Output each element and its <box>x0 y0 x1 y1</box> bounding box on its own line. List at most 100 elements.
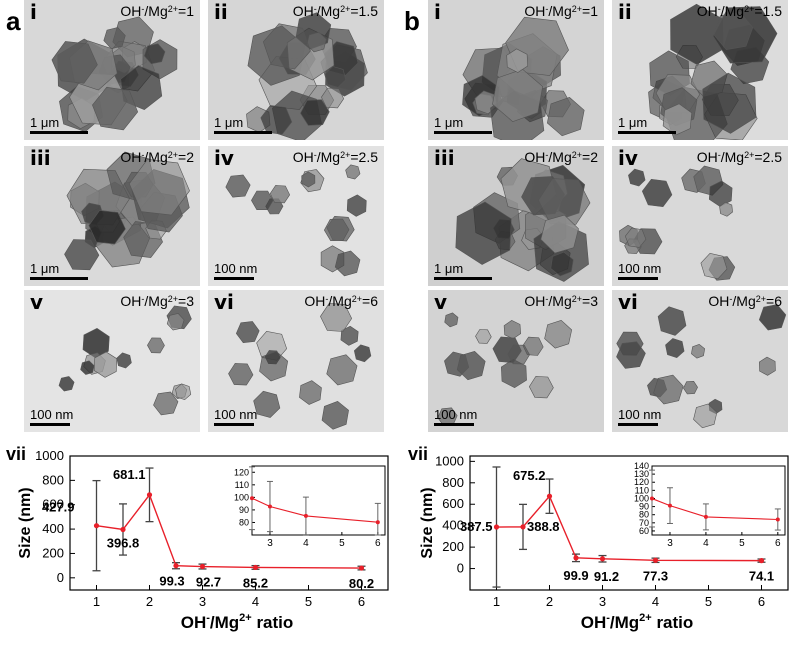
scale-bar: 1 μm <box>214 116 272 134</box>
ratio-part-ratio-sup1: - <box>141 150 145 160</box>
scale-bar-line <box>434 277 492 280</box>
inset-data-point <box>267 504 272 509</box>
scale-bar-label: 1 μm <box>434 115 464 130</box>
plot-frame <box>69 455 389 591</box>
tem-image-ratio-label: OH-/Mg2+=2.5 <box>697 149 782 165</box>
tem-image-v: v OH-/Mg2+=3 100 nm <box>24 290 200 432</box>
ratio-part-ratio-prefix: OH <box>304 293 326 309</box>
inset-y-tick-label: 90 <box>239 505 249 515</box>
ratio-part-ratio-sup1: - <box>141 4 145 14</box>
y-tick-label: 800 <box>42 472 64 487</box>
tem-image-numeral: iii <box>30 146 51 170</box>
tem-image-ratio-label: OH-/Mg2+=2 <box>120 149 194 165</box>
ratio-part-ratio-mid: /Mg <box>732 293 756 309</box>
ratio-part-ratio-sup1: - <box>545 4 549 14</box>
data-label: 91.2 <box>594 569 619 584</box>
scale-bar-line <box>618 423 658 426</box>
data-label: 80.2 <box>349 576 374 591</box>
ratio-part-ratio-sup1: - <box>729 294 733 304</box>
tem-image-numeral: i <box>434 0 441 24</box>
tem-particles <box>616 304 787 429</box>
inset-frame <box>251 465 386 536</box>
y-tick-label: 1000 <box>35 448 64 463</box>
inset-x-tick-label: 4 <box>703 538 709 549</box>
ratio-part-ratio-prefix: OH <box>292 3 314 19</box>
data-label: 675.2 <box>513 468 546 483</box>
x-tick-label: 3 <box>199 594 206 609</box>
y-tick-label: 600 <box>442 496 464 511</box>
inset-y-tick-label: 80 <box>639 510 649 520</box>
x-axis-label-part: - <box>206 612 210 624</box>
scale-bar: 1 μm <box>30 262 88 280</box>
y-tick-label: 800 <box>442 475 464 490</box>
scale-bar-label: 100 nm <box>434 407 478 422</box>
x-tick-label: 5 <box>305 594 312 609</box>
scale-bar: 1 μm <box>434 262 492 280</box>
data-point <box>252 564 259 571</box>
tem-particles <box>648 3 778 140</box>
ratio-part-ratio-sup2: 2+ <box>571 294 583 304</box>
scale-bar: 1 μm <box>434 116 492 134</box>
data-point <box>758 558 765 564</box>
inset-x-tick-label: 4 <box>303 538 309 549</box>
tem-image-numeral: ii <box>618 0 632 24</box>
ratio-part-ratio-sup1: - <box>313 150 317 160</box>
scale-bar-label: 1 μm <box>30 115 60 130</box>
data-label: 388.8 <box>527 519 560 534</box>
inset-error-bar <box>374 502 381 536</box>
x-axis-label-part: OH <box>181 613 207 632</box>
ratio-part-ratio-sup1: - <box>717 150 721 160</box>
tem-particles <box>462 16 585 140</box>
inset-y-tick-label: 120 <box>234 467 249 477</box>
inset-x-tick-label: 6 <box>375 538 381 549</box>
inset-y-tick-label: 110 <box>635 485 649 495</box>
ratio-part-ratio-mid: /Mg <box>144 293 168 309</box>
y-tick-label: 0 <box>57 570 64 585</box>
ratio-part-ratio-prefix: OH <box>524 293 546 309</box>
scale-bar-line <box>214 423 254 426</box>
tem-image-i: i OH-/Mg2+=1 1 μm <box>428 0 604 140</box>
panel-b-label: b <box>404 6 420 36</box>
tem-image-v: v OH-/Mg2+=3 100 nm <box>428 290 604 432</box>
ratio-part-ratio-mid: /Mg <box>720 149 745 165</box>
ratio-part-ratio-sup2: 2+ <box>755 294 767 304</box>
ratio-part-ratio-prefix: OH <box>120 149 142 165</box>
data-point <box>573 555 579 561</box>
scale-bar-label: 1 μm <box>30 261 60 276</box>
inset-data-point <box>250 496 254 501</box>
x-axis-label-part: /Mg <box>210 613 239 632</box>
inset-x-tick-label: 5 <box>739 538 745 549</box>
ratio-part-ratio-value: =6 <box>766 293 782 309</box>
scale-bar: 100 nm <box>434 408 477 426</box>
ratio-part-ratio-prefix: OH <box>696 149 718 165</box>
ratio-part-ratio-value: =1 <box>178 3 194 19</box>
y-axis-label: Size (nm) <box>17 487 34 558</box>
ratio-part-ratio-sup1: - <box>313 4 317 14</box>
tem-image-ratio-label: OH-/Mg2+=2.5 <box>293 149 378 165</box>
data-point <box>599 556 606 562</box>
data-label: 85.2 <box>243 575 268 590</box>
y-axis-label: Size (nm) <box>419 487 436 558</box>
ratio-part-ratio-sup1: - <box>325 294 329 304</box>
x-tick-label: 2 <box>546 594 553 609</box>
x-tick-label: 3 <box>599 594 606 609</box>
tem-image-vi: vi OH-/Mg2+=6 100 nm <box>208 290 384 432</box>
ratio-part-ratio-mid: /Mg <box>328 293 352 309</box>
inset-x-tick-label: 3 <box>667 538 673 549</box>
tem-image-ii: ii OH-/Mg2+=1.5 1 μm <box>208 0 384 140</box>
inset-data-point <box>667 503 672 508</box>
tem-image-numeral: v <box>434 290 448 314</box>
tem-image-ratio-label: OH-/Mg2+=3 <box>524 293 598 309</box>
ratio-part-ratio-value: =2 <box>178 149 194 165</box>
plot-frame <box>469 455 789 591</box>
tem-particles <box>455 158 591 282</box>
ratio-part-ratio-sup1: - <box>717 4 721 14</box>
data-point <box>173 563 179 569</box>
scale-bar-label: 1 μm <box>434 261 464 276</box>
inset-data-point <box>775 517 780 522</box>
x-tick-label: 4 <box>652 594 659 609</box>
ratio-part-ratio-mid: /Mg <box>548 3 572 19</box>
tem-image-ratio-label: OH-/Mg2+=1.5 <box>697 3 782 19</box>
x-tick-label: 5 <box>705 594 712 609</box>
scale-bar-label: 100 nm <box>30 407 74 422</box>
